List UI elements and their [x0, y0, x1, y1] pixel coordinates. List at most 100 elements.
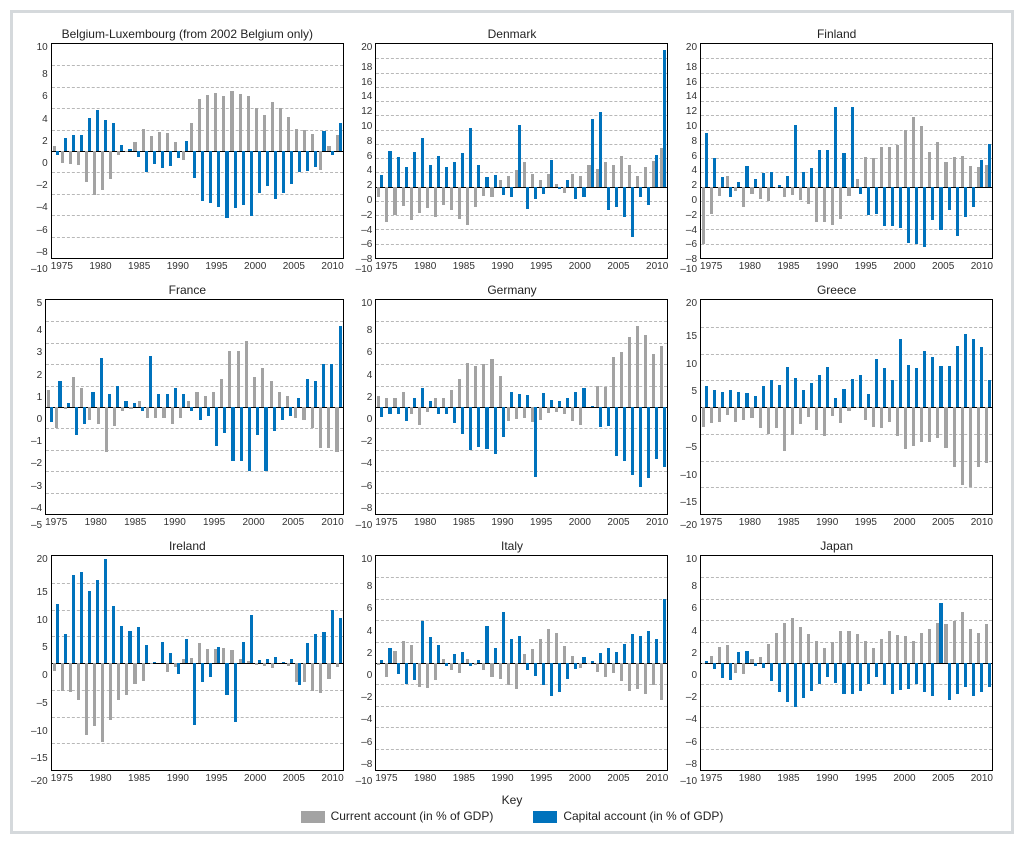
bar-current	[466, 187, 469, 226]
bar-current	[426, 187, 429, 208]
bar-current	[458, 187, 461, 220]
bar-capital	[526, 187, 529, 210]
bar-capital	[510, 639, 513, 663]
bar-current	[482, 663, 485, 670]
bar-current	[402, 187, 405, 206]
chart-wrap: 20181614121086420–2–4–6–8–10197519801985…	[680, 43, 993, 275]
bar-capital	[907, 365, 910, 407]
bar-capital	[891, 187, 894, 226]
bar-current	[644, 335, 647, 407]
bar-capital	[145, 151, 148, 172]
bar-current	[393, 187, 396, 216]
plot-area	[45, 299, 344, 515]
bar-current	[270, 381, 273, 407]
chart-wrap: 543210–1–2–3–4–5197519801985199019952000…	[31, 299, 344, 531]
bar-capital	[421, 138, 424, 187]
bar-current	[303, 663, 306, 682]
bar-current	[791, 187, 794, 195]
bar-capital	[494, 407, 497, 454]
x-tick-label: 2005	[932, 517, 954, 531]
bar-current	[220, 379, 223, 407]
bar-capital	[209, 663, 212, 677]
bar-current	[319, 151, 322, 170]
bar-capital	[453, 654, 456, 663]
bar-current	[969, 407, 972, 487]
bar-current	[815, 187, 818, 223]
bar-capital	[907, 187, 910, 243]
bar-current	[303, 130, 306, 151]
bar-current	[807, 634, 810, 663]
bar-current	[579, 407, 582, 425]
x-tick-label: 1980	[414, 773, 436, 787]
bar-current	[490, 187, 493, 198]
bar-capital	[112, 606, 115, 663]
bar-capital	[810, 663, 813, 691]
y-axis-labels: 20151050–5–10–15–20	[680, 299, 700, 531]
panel: Ireland20151050–5–10–15–2019751980198519…	[31, 539, 344, 787]
bar-current	[571, 656, 574, 663]
bar-current	[319, 407, 322, 448]
bar-current	[904, 130, 907, 187]
bar-capital	[157, 394, 160, 407]
bar-capital	[794, 125, 797, 186]
bar-current	[644, 167, 647, 186]
chart-wrap: 20151050–5–10–15–20197519801985199019952…	[31, 555, 344, 787]
y-tick-label: –10	[680, 265, 697, 275]
bar-current	[759, 407, 762, 428]
bar-capital	[980, 347, 983, 407]
bar-capital	[388, 151, 391, 187]
x-tick-label: 1990	[167, 261, 189, 275]
bar-capital	[818, 663, 821, 684]
x-tick-label: 2005	[283, 261, 305, 275]
bar-current	[271, 663, 274, 668]
bar-capital	[931, 663, 934, 696]
bar-capital	[225, 663, 228, 695]
bar-current	[604, 162, 607, 186]
bar-current	[442, 187, 445, 206]
bar-capital	[615, 407, 618, 456]
bar-capital	[883, 663, 886, 685]
bar-capital	[397, 663, 400, 674]
bar-capital	[778, 663, 781, 692]
bar-capital	[223, 407, 226, 433]
x-tick-label: 1975	[45, 517, 67, 531]
bar-capital	[461, 407, 464, 434]
bar-current	[823, 187, 826, 223]
bar-capital	[851, 107, 854, 187]
bar-current	[294, 407, 297, 418]
x-tick-label: 1995	[855, 261, 877, 275]
x-tick-label: 1980	[85, 517, 107, 531]
y-tick-label: 6	[367, 604, 373, 614]
bar-current	[198, 643, 201, 663]
bar-current	[263, 115, 266, 151]
bar-capital	[58, 381, 61, 407]
y-tick-label: –2	[686, 211, 697, 221]
bar-current	[920, 407, 923, 442]
bar-current	[214, 93, 217, 151]
x-tick-label: 1990	[491, 261, 513, 275]
panel-title: Denmark	[356, 27, 669, 41]
bar-capital	[623, 407, 626, 461]
bar-capital	[988, 663, 991, 687]
y-tick-label: –5	[37, 699, 48, 709]
bar-capital	[494, 175, 497, 186]
bar-capital	[215, 407, 218, 446]
bar-capital	[298, 151, 301, 172]
bar-current	[101, 663, 104, 742]
x-tick-label: 2000	[242, 517, 264, 531]
y-tick-label: 2	[367, 181, 373, 191]
bar-capital	[225, 151, 228, 218]
bar-current	[831, 642, 834, 663]
bar-current	[311, 663, 314, 691]
bar-capital	[201, 663, 204, 682]
bar-current	[928, 152, 931, 186]
bar-capital	[705, 133, 708, 187]
bar-capital	[322, 632, 325, 663]
bar-capital	[939, 187, 942, 231]
bar-capital	[201, 151, 204, 201]
bar-capital	[282, 151, 285, 193]
bar-capital	[875, 663, 878, 677]
y-tick-label: –15	[31, 754, 48, 764]
y-axis-labels: 20151050–5–10–15–20	[31, 555, 51, 787]
x-tick-label: 1980	[414, 261, 436, 275]
